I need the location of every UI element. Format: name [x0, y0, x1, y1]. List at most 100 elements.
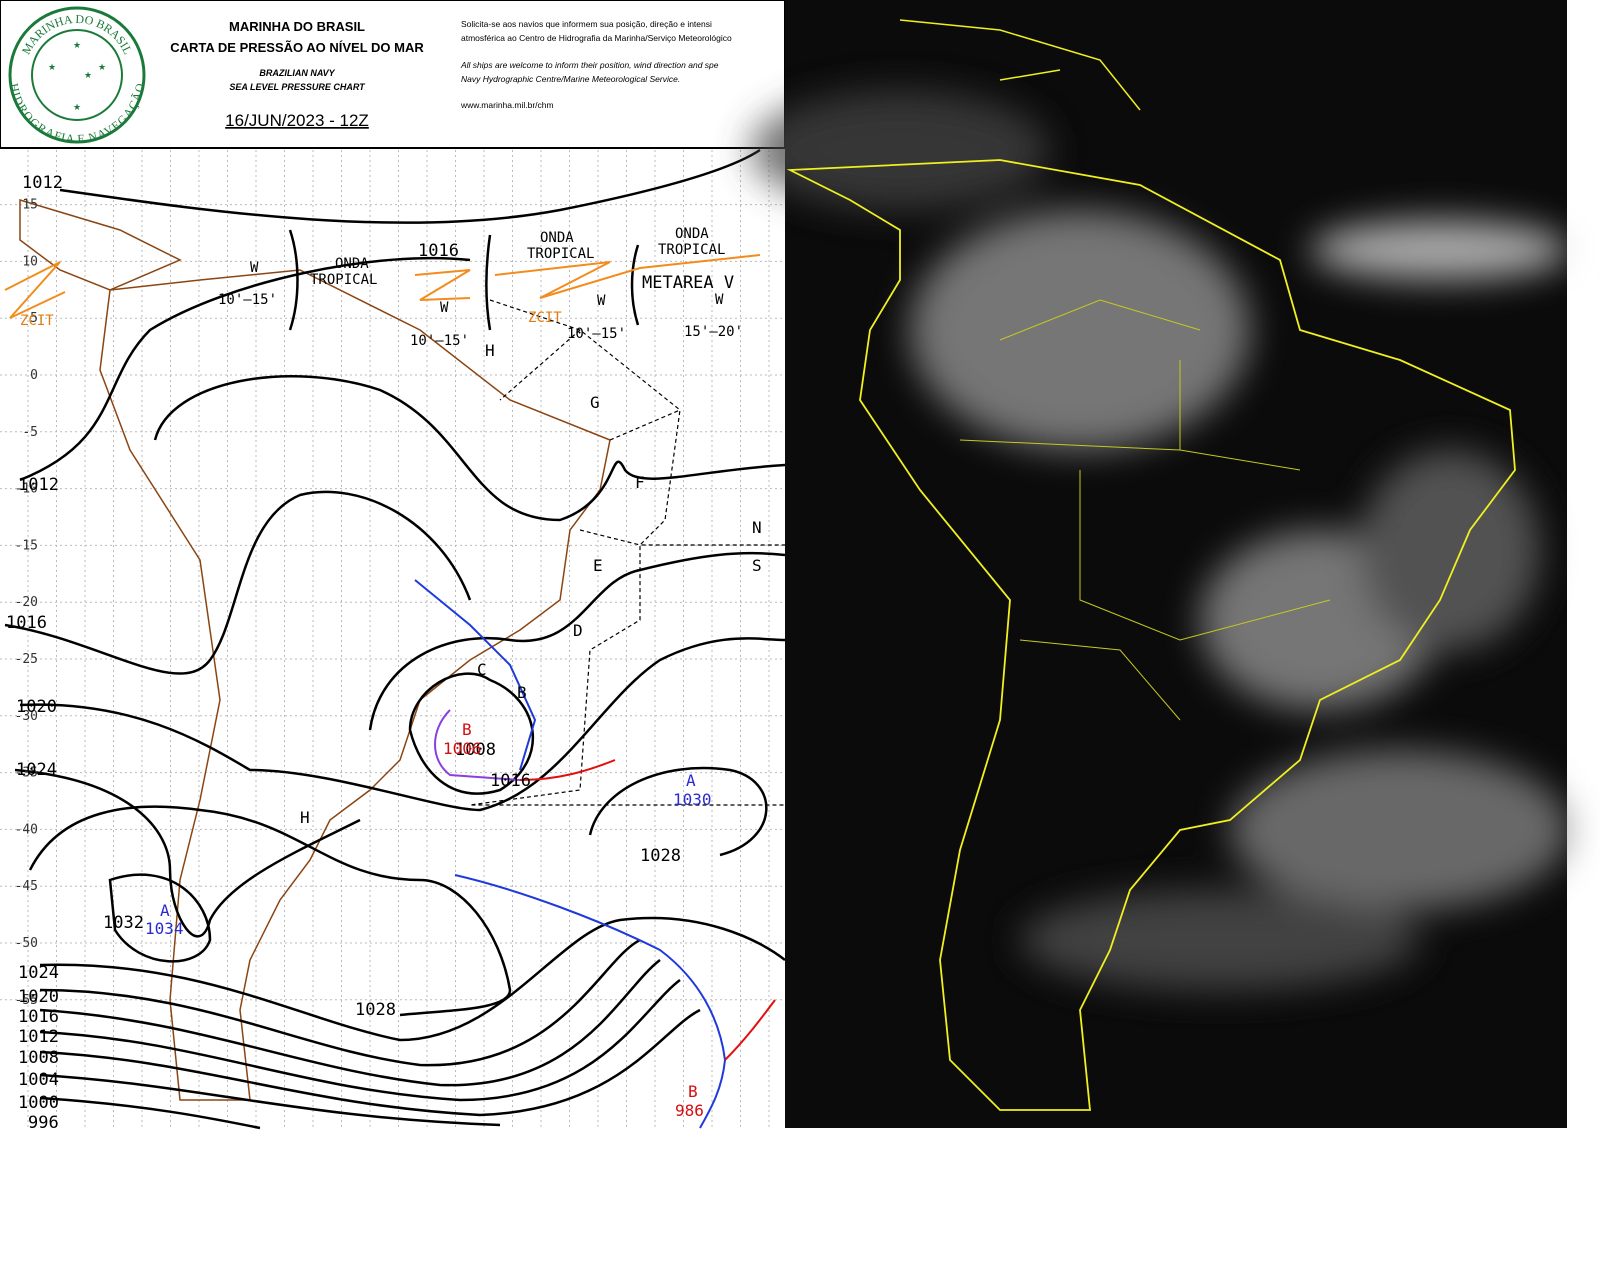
annotation: 10'–15' [410, 333, 469, 349]
lat-label: -50 [15, 936, 38, 951]
svg-text:★: ★ [73, 40, 81, 50]
map-bg [0, 148, 785, 1128]
isobar-label: 996 [28, 1113, 59, 1133]
cold-front-south [454, 874, 727, 1129]
title: MARINHA DO BRASIL [229, 19, 365, 34]
svg-text:★: ★ [48, 62, 56, 72]
synoptic-map: 151050-5-10-15-20-25-30-35-40-45-50-5510… [0, 147, 786, 1133]
subtitle: CARTA DE PRESSÃO AO NÍVEL DO MAR [170, 40, 424, 55]
coastline [19, 198, 611, 1101]
isobar-label: 1016 [6, 613, 47, 633]
annotation: METAREA V [642, 273, 734, 293]
pressure-center: A [686, 771, 696, 790]
isobar-label: 1012 [18, 1027, 59, 1047]
lat-label: 10 [22, 254, 38, 269]
notice-line: atmosférica ao Centro de Hidrografia da … [461, 33, 732, 43]
pressure-center: B [462, 720, 472, 739]
annotation: TROPICAL [658, 242, 725, 258]
lat-label: 5 [30, 311, 38, 326]
warm-front-south [724, 999, 776, 1061]
isobar-label: 1012 [22, 173, 63, 193]
tropical-waves [288, 229, 640, 331]
pressure-center: H [485, 341, 495, 360]
annotation: TROPICAL [310, 272, 377, 288]
pressure-center: A [160, 901, 170, 920]
annotation: ONDA [540, 230, 574, 246]
itcz [4, 254, 761, 319]
pressure-center: 1034 [145, 919, 184, 938]
cold-front [414, 579, 537, 771]
isobar-label: 1024 [16, 760, 57, 780]
pressure-center: 1030 [673, 790, 712, 809]
area-label: N [752, 518, 762, 537]
pressure-center: B [688, 1082, 698, 1101]
svg-text:★: ★ [98, 62, 106, 72]
lat-label: -55 [15, 993, 38, 1008]
annotation: ZCIT [20, 313, 54, 329]
isobar-label: 1008 [455, 740, 496, 760]
subtitle-en: SEA LEVEL PRESSURE CHART [229, 82, 366, 92]
title-en: BRAZILIAN NAVY [259, 68, 335, 78]
notice-line: Navy Hydrographic Centre/Marine Meteorol… [461, 74, 680, 84]
area-label: D [573, 621, 583, 640]
area-label: G [590, 393, 600, 412]
isobar-label: 1016 [18, 1007, 59, 1027]
continent-outline [786, 159, 1516, 1111]
isobar-label: 1024 [18, 963, 59, 983]
annotation: TROPICAL [527, 246, 594, 262]
lat-label: -30 [15, 709, 38, 724]
annotation: 10'–15' [567, 326, 626, 342]
area-label: F [635, 473, 645, 492]
notice-line: Solicita-se aos navios que informem sua … [461, 19, 712, 29]
caribbean-outline [899, 19, 1141, 111]
area-label: E [593, 556, 603, 575]
isobar-label: 1032 [103, 913, 144, 933]
lat-label: -40 [15, 822, 38, 837]
satellite-image [750, 0, 1570, 1128]
pressure-center: 986 [675, 1101, 704, 1120]
annotation: W [715, 292, 724, 308]
lat-label: -25 [15, 652, 38, 667]
annotation: W [597, 293, 606, 309]
occluded-front [434, 709, 521, 781]
pressure-center: 1006 [443, 739, 482, 758]
annotation: ONDA [675, 226, 709, 242]
isobar-label: 1008 [18, 1048, 59, 1068]
svg-text:★: ★ [73, 102, 81, 112]
lat-label: -15 [15, 538, 38, 553]
area-label: S [752, 556, 762, 575]
pressure-center: H [300, 808, 310, 827]
isobar-label: 1000 [18, 1093, 59, 1113]
lat-label: -35 [15, 766, 38, 781]
borders [959, 299, 1331, 721]
annotation: ZCIT [528, 310, 562, 326]
isobar-label: 1028 [355, 1000, 396, 1020]
isobar-label: 1012 [18, 475, 59, 495]
date: 16/JUN/2023 - 12Z [225, 111, 369, 130]
annotation: 15'–20' [684, 324, 743, 340]
svg-text:★: ★ [84, 70, 92, 80]
annotation: 10'–15' [218, 292, 277, 308]
annotation: ONDA [335, 256, 369, 272]
area-label: C [477, 660, 487, 679]
isobar-label: 1020 [16, 697, 57, 717]
lat-label: -20 [15, 595, 38, 610]
isobar-label: 1004 [18, 1070, 59, 1090]
lat-label: -10 [15, 482, 38, 497]
notice-line: All ships are welcome to inform their po… [460, 60, 719, 70]
isobar-label: 1016 [418, 241, 459, 261]
isobar-label: 1020 [18, 987, 59, 1007]
annotation: W [440, 300, 449, 316]
url: www.marinha.mil.br/chm [460, 100, 554, 110]
isobar-label: 1016 [490, 771, 531, 791]
isobars [4, 148, 786, 1130]
annotation: W [250, 260, 259, 276]
logo: MARINHA DO BRASIL HIDROGRAFIA E NAVEGAÇÃ… [7, 6, 147, 146]
area-label: B [517, 683, 527, 702]
isobar-label: 1028 [640, 846, 681, 866]
lat-label: -45 [15, 879, 38, 894]
lat-label: 15 [22, 198, 38, 213]
